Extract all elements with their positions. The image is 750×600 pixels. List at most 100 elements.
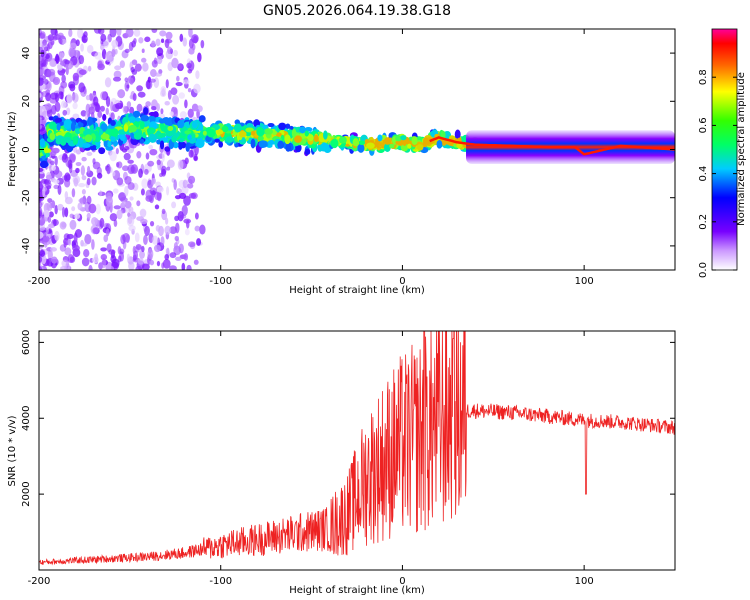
spectrogram-noise-blob	[109, 29, 117, 38]
spectrogram-noise-blob	[184, 99, 188, 109]
spectrogram-noise-blob	[51, 165, 56, 171]
spectrogram-noise-blob	[86, 212, 91, 220]
spectrogram-ridge-blob	[157, 133, 167, 138]
spectrogram-noise-blob	[156, 103, 160, 112]
spectrogram-noise-blob	[87, 165, 91, 174]
spectrogram-noise-blob	[181, 204, 188, 216]
spectrogram-noise-blob	[159, 30, 167, 37]
spectrogram-noise-blob	[179, 111, 187, 119]
x-tick-label: -100	[209, 276, 232, 287]
spectrogram-noise-blob	[60, 81, 68, 89]
spectrogram-noise-blob	[129, 106, 135, 115]
spectrogram-ridge-blob	[133, 132, 142, 140]
spectrogram-ridge-blob	[246, 122, 254, 129]
spectrogram-noise-blob	[94, 51, 103, 60]
spectrogram-noise-blob	[52, 76, 61, 86]
spectrogram-noise-blob	[156, 56, 163, 65]
spectrogram-noise-blob	[41, 235, 50, 243]
spectrogram-noise-blob	[74, 229, 83, 238]
colorbar-tick-label: 0.6	[698, 117, 709, 133]
spectrogram-noise-blob	[69, 83, 76, 92]
spectrogram-noise-blob	[144, 225, 150, 237]
snr-x-axis: -200 -100 0 100	[28, 331, 594, 587]
spectrogram-noise-blob	[128, 225, 136, 232]
spectrogram-noise-blob	[85, 95, 90, 101]
spectrogram-noise-blob	[188, 47, 195, 55]
spectrogram-noise-blob	[58, 91, 64, 100]
spectrogram-noise-blob	[103, 234, 109, 243]
spectrogram-noise-blob	[99, 217, 105, 229]
spectrogram-noise-blob	[72, 92, 79, 103]
spectrogram-noise-blob	[57, 203, 64, 211]
spectrogram-noise-blob	[186, 264, 192, 270]
spectrogram-ridge-blob	[383, 143, 391, 152]
spectrogram-noise-blob	[188, 175, 196, 184]
spectrogram-noise-blob	[172, 94, 180, 105]
spectrogram-noise-blob	[151, 60, 158, 68]
spectrogram-noise-blob	[167, 89, 172, 100]
spectrogram-noise-blob	[41, 67, 45, 75]
spectrogram-noise-blob	[136, 200, 141, 207]
spectrogram-noise-blob	[64, 207, 69, 218]
x-tick-label: 100	[575, 276, 594, 287]
spectrogram-ridge-blob	[139, 138, 145, 144]
spectrogram-noise-blob	[46, 69, 52, 78]
spectrogram-noise-blob	[39, 190, 43, 199]
spectrogram-noise-blob	[100, 247, 107, 252]
spectrogram-noise-blob	[154, 204, 160, 210]
spectrogram-ridge-blob	[304, 127, 313, 132]
colorbar-ticks: 0.0 0.2 0.4 0.6 0.8	[698, 69, 737, 278]
spectrogram-noise-blob	[149, 259, 155, 266]
spectrogram-noise-blob	[69, 42, 77, 49]
spectrogram-noise-blob	[81, 156, 87, 162]
spectrogram-noise-blob	[96, 172, 103, 179]
spectrogram-noise-blob	[145, 79, 153, 90]
spectrogram-noise-blob	[173, 49, 178, 57]
spectrogram-noise-blob	[92, 158, 96, 165]
spectrogram-ridge-blob	[264, 128, 273, 135]
spectrogram-noise-blob	[156, 190, 162, 202]
spectrogram-ridge-blob	[195, 138, 205, 149]
spectrogram-noise-blob	[173, 242, 178, 251]
spectrogram-noise-blob	[188, 149, 194, 158]
spectrogram-ridge-blob	[63, 119, 73, 129]
spectrogram-noise-blob	[75, 161, 82, 167]
spectrogram-noise-blob	[71, 206, 76, 212]
spectrogram-noise-blob	[86, 44, 94, 54]
y-tick-label: -40	[21, 238, 32, 254]
colorbar-tick-label: 0.8	[698, 69, 709, 85]
spectrogram-noise-blob	[123, 145, 130, 151]
spectrogram-ridge-blob	[132, 110, 141, 118]
spectrogram-ridge-blob	[160, 122, 165, 130]
spectrogram-ridge-blob	[139, 121, 145, 130]
spectrogram-ridge-blob	[165, 130, 173, 137]
spectrogram-noise-blob	[151, 29, 158, 33]
spectrogram-ridge-blob	[167, 125, 174, 132]
spectrogram-noise-blob	[164, 225, 171, 235]
spectrogram-ridge-blob	[184, 130, 192, 135]
spectrogram-noise-blob	[126, 101, 132, 109]
x-tick-label: 100	[575, 576, 594, 587]
spectrogram-noise-blob	[61, 74, 66, 83]
spectrogram-ridge-blob	[135, 117, 141, 122]
spectrogram-noise-blob	[124, 200, 132, 209]
spectrogram-noise-blob	[95, 104, 101, 112]
spectrogram-ridge-blob	[389, 143, 395, 149]
spectrogram-ridge-blob	[256, 127, 265, 137]
spectrogram-ridge-blob	[63, 136, 72, 143]
spectrogram-noise-blob	[80, 242, 88, 247]
spectrogram-noise-blob	[116, 177, 124, 186]
spectrogram-noise-blob	[145, 101, 151, 107]
spectrogram-noise-blob	[150, 105, 157, 111]
spectrogram-ridge-blob	[271, 130, 278, 136]
y-tick-label: 0	[21, 146, 32, 152]
spectrogram-ridge-blob	[454, 129, 461, 140]
spectrogram-noise-blob	[195, 70, 200, 80]
spectrogram-ridge-blob	[293, 135, 303, 143]
spectrogram-ridge-blob	[149, 133, 155, 139]
spectrogram-noise-blob	[91, 239, 95, 250]
spectrogram-ridge-blob	[177, 119, 185, 129]
spectrogram-ridge-blob	[100, 133, 110, 140]
spectrogram-noise-blob	[166, 166, 171, 171]
